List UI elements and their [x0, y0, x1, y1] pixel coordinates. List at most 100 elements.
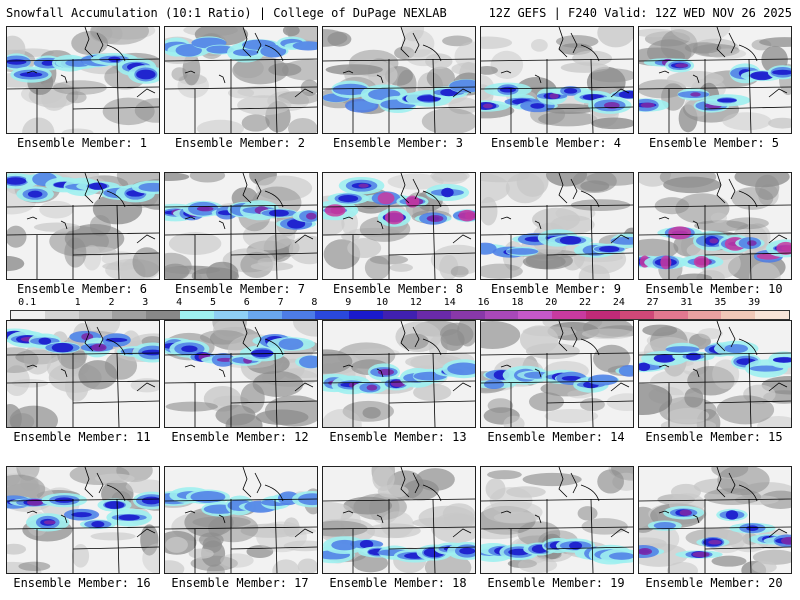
- state-borders: [7, 498, 159, 573]
- shade-area: [503, 415, 525, 427]
- shade-area: [7, 256, 25, 272]
- colorbar-tick-label: 16: [477, 297, 490, 308]
- coastline: [716, 467, 758, 502]
- shade-area: [481, 321, 521, 350]
- shade-area: [52, 80, 107, 95]
- snow-moderate-area: [506, 248, 539, 255]
- shade-area: [281, 59, 317, 81]
- shade-area: [272, 559, 300, 573]
- river-lines: [500, 510, 542, 524]
- snow-extreme-area: [660, 255, 672, 270]
- shade-area: [748, 262, 781, 279]
- shade-area: [241, 114, 270, 132]
- snow-heavy-area: [141, 496, 159, 505]
- colorbar-tick-label: 35: [714, 297, 727, 308]
- state-borders: [165, 58, 317, 133]
- state-borders: [639, 498, 791, 573]
- coastline: [242, 321, 284, 356]
- shade-area: [237, 95, 292, 116]
- snow-heavy-area: [88, 182, 108, 190]
- snow-heavy-area: [417, 95, 441, 102]
- shade-area: [493, 511, 541, 524]
- colorbar: [10, 310, 790, 320]
- snow-heavy-area: [717, 98, 737, 103]
- river-lines: [342, 216, 384, 230]
- shade-area: [142, 543, 159, 573]
- shade-area: [698, 328, 723, 340]
- snow-moderate-area: [587, 374, 618, 386]
- snow-heavy-area: [338, 194, 359, 203]
- header-right: 12Z GEFS | F240 Valid: 12Z WED NOV 26 20…: [488, 6, 792, 20]
- shade-area: [581, 328, 633, 340]
- colorbar-tick-label: 3: [142, 297, 149, 308]
- snow-extreme-area: [324, 204, 346, 217]
- intl-border: [7, 498, 159, 502]
- shade-area: [588, 68, 633, 83]
- snow-very-heavy-area: [679, 509, 692, 516]
- shade-area: [22, 117, 55, 133]
- coastline: [400, 173, 442, 208]
- shade-area: [450, 266, 469, 278]
- river-lines: [26, 70, 68, 84]
- state-borders: [7, 204, 159, 279]
- snowfall-map: [7, 321, 159, 427]
- coastline: [716, 27, 758, 62]
- shade-area: [431, 173, 468, 185]
- snow-moderate-area: [609, 552, 633, 560]
- shade-area: [196, 119, 244, 133]
- colorbar-segment: [146, 311, 181, 319]
- snow-moderate-area: [665, 346, 700, 353]
- colorbar-segment: [552, 311, 587, 319]
- colorbar-segment: [281, 311, 316, 319]
- snow-heavy-area: [136, 69, 156, 80]
- shade-area: [227, 87, 255, 99]
- shade-area: [372, 467, 395, 491]
- snow-very-heavy-area: [366, 384, 378, 391]
- shade-area: [7, 225, 27, 248]
- snow-moderate-area: [233, 49, 259, 57]
- snow-heavy-area: [7, 59, 27, 65]
- shade-area: [710, 212, 727, 224]
- snow-heavy-area: [772, 69, 791, 75]
- shade-area: [490, 50, 524, 79]
- colorbar-segment: [721, 311, 756, 319]
- colorbar-segment: [586, 311, 620, 319]
- lake-outline: [136, 528, 156, 538]
- colorbar-segment: [180, 311, 214, 319]
- shade-area: [71, 543, 90, 568]
- colorbar-tick-label: 12: [409, 297, 422, 308]
- intl-border: [481, 352, 633, 356]
- ensemble-member-label: Ensemble Member: 15: [645, 430, 783, 444]
- shade-area: [283, 540, 317, 552]
- ensemble-panel-15: [638, 320, 792, 428]
- snow-moderate-area: [278, 338, 304, 350]
- snow-heavy-area: [773, 357, 791, 363]
- snow-heavy-area: [686, 352, 701, 361]
- snowfall-map: [165, 27, 317, 133]
- shade-area: [454, 41, 475, 71]
- snow-very-heavy-area: [216, 357, 234, 362]
- snow-moderate-area: [190, 491, 226, 503]
- shade-area: [206, 261, 239, 279]
- ensemble-panel-16: [6, 466, 160, 574]
- shade-area: [102, 97, 155, 126]
- snowfall-map: [481, 173, 633, 279]
- intl-border: [639, 58, 791, 62]
- shade-area: [257, 257, 278, 267]
- river-lines: [658, 510, 700, 524]
- shade-area: [165, 401, 218, 412]
- state-borders: [323, 58, 475, 133]
- shade-area: [481, 196, 498, 226]
- shade-area: [487, 398, 514, 414]
- colorbar-segment: [11, 311, 45, 319]
- colorbar-tick-label: 39: [748, 297, 761, 308]
- coastline: [558, 467, 600, 502]
- snow-heavy-area: [118, 514, 140, 521]
- ensemble-panel-10: [638, 172, 792, 280]
- lake-outline: [452, 382, 472, 392]
- colorbar-segment: [383, 311, 417, 319]
- snow-very-heavy-area: [639, 548, 653, 556]
- intl-border: [323, 352, 475, 356]
- shade-area: [18, 561, 51, 571]
- snowfall-map: [7, 467, 159, 573]
